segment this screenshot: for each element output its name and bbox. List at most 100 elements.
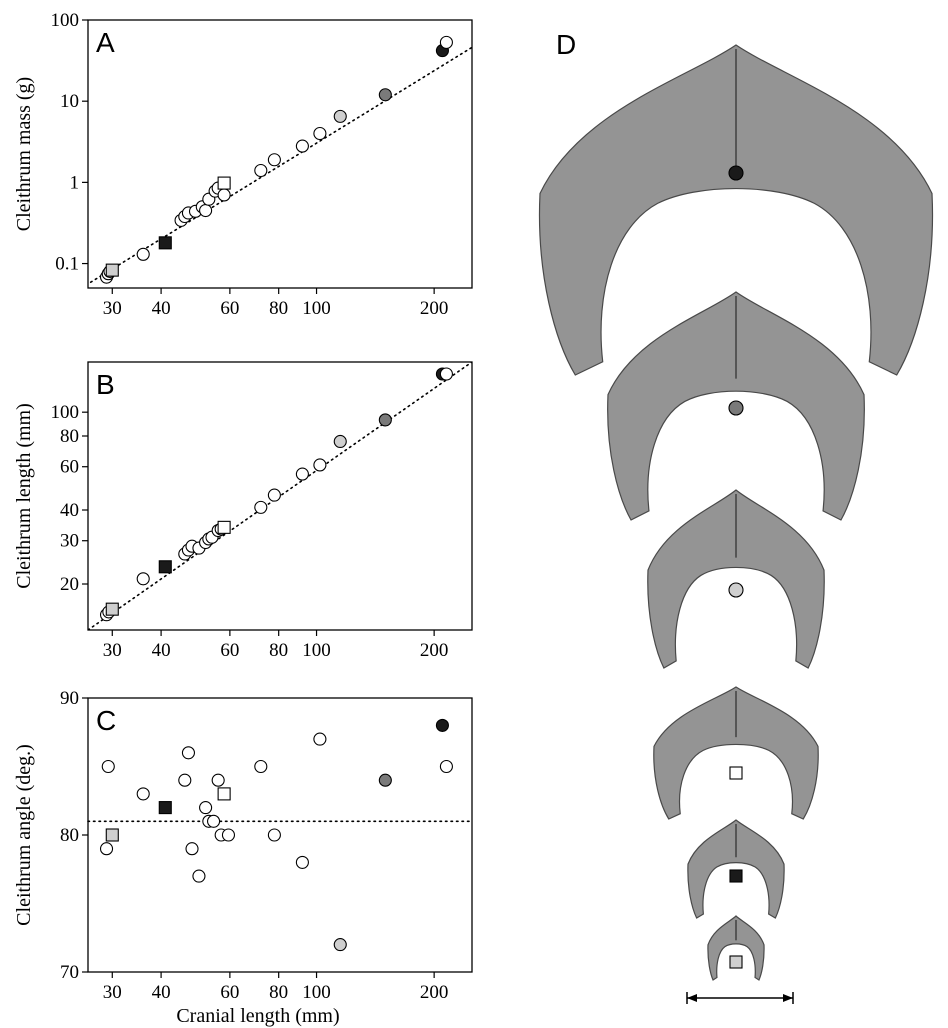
specimen-marker-circle xyxy=(728,165,744,181)
y-tick-label: 60 xyxy=(60,457,79,478)
plot-frame xyxy=(87,19,473,289)
x-tick-label: 200 xyxy=(420,640,449,661)
x-tick-label: 40 xyxy=(152,982,171,1003)
data-point-square xyxy=(217,176,231,190)
scale-bar-arrow xyxy=(687,994,697,1002)
y-axis-title: Cleithrum mass (g) xyxy=(13,77,35,231)
cleithrum-image xyxy=(607,291,865,521)
data-point-circle xyxy=(333,938,347,952)
data-point-circle xyxy=(333,434,347,449)
y-tick-label: 40 xyxy=(60,500,79,521)
data-point-circle xyxy=(199,203,213,218)
data-point-circle xyxy=(378,413,392,427)
data-point-circle xyxy=(439,759,453,774)
x-tick-label: 30 xyxy=(103,982,122,1003)
data-point-circle xyxy=(295,855,309,869)
data-point-circle xyxy=(207,814,221,828)
panel-a: A 30 40 60 80 100 200 0.1 1 10 100 Cleithrum mass (… xyxy=(13,10,473,319)
data-point-circle xyxy=(254,163,268,178)
data-point-circle xyxy=(313,126,327,141)
data-point-circle xyxy=(199,801,213,815)
x-tick-label: 40 xyxy=(152,298,171,319)
specimen-marker-square xyxy=(729,955,743,969)
y-axis-title: Cleithrum length (mm) xyxy=(13,403,35,589)
data-point-circle xyxy=(378,773,392,787)
x-tick-label: 100 xyxy=(302,640,331,661)
x-tick-label: 200 xyxy=(420,982,449,1003)
x-tick-label: 30 xyxy=(103,298,122,319)
regression-line xyxy=(88,362,472,630)
data-point-square xyxy=(105,828,119,842)
panel-letter: A xyxy=(96,27,115,58)
data-point-circle xyxy=(439,35,453,49)
y-tick-label: 70 xyxy=(60,962,79,983)
data-point-circle xyxy=(254,759,268,774)
cleithrum-image xyxy=(653,686,819,820)
data-point-circle xyxy=(136,787,150,801)
data-point-circle xyxy=(333,109,347,123)
data-point-square xyxy=(158,801,172,815)
x-tick-label: 100 xyxy=(302,982,331,1003)
y-tick-label: 80 xyxy=(60,426,79,447)
data-point-circle xyxy=(181,746,195,760)
plot-frame xyxy=(87,361,473,631)
y-tick-label: 20 xyxy=(60,574,79,595)
x-tick-label: 40 xyxy=(152,640,171,661)
data-point-circle xyxy=(99,842,114,856)
data-point-square xyxy=(158,560,172,574)
data-point-square xyxy=(105,602,119,616)
data-point-circle xyxy=(211,773,225,787)
panel-letter-d: D xyxy=(556,29,576,60)
x-tick-label: 80 xyxy=(269,640,288,661)
y-tick-label: 0.1 xyxy=(55,254,79,275)
x-tick-label: 80 xyxy=(269,298,288,319)
data-point-circle xyxy=(313,458,327,472)
y-tick-label: 30 xyxy=(60,531,79,552)
x-tick-label: 30 xyxy=(103,640,122,661)
data-point-circle xyxy=(267,488,281,502)
cleithrum-image xyxy=(647,489,825,669)
scale-bar-arrow xyxy=(783,994,793,1002)
specimen-marker-circle xyxy=(728,400,744,416)
data-point-circle xyxy=(267,153,281,167)
data-point-circle xyxy=(136,572,150,586)
y-tick-label: 100 xyxy=(51,10,80,31)
data-point-circle xyxy=(101,759,115,774)
panel-letter: B xyxy=(96,369,115,400)
data-point-square xyxy=(158,236,172,250)
panel-b: B 30 40 60 80 100 200 20 30 40 60 80 100 Cleithrum le… xyxy=(13,361,473,661)
x-axis-title: Cranial length (mm) xyxy=(176,1005,339,1027)
data-point-circle xyxy=(217,188,231,202)
y-tick-label: 10 xyxy=(60,91,79,112)
x-tick-label: 60 xyxy=(220,298,239,319)
cleithrum-image xyxy=(707,915,765,981)
data-point-circle xyxy=(254,500,268,514)
panel-c: C 30 40 60 80 100 200 70 80 90 Cleithrum angle (de… xyxy=(13,688,473,1003)
x-tick-label: 60 xyxy=(220,640,239,661)
y-tick-label: 90 xyxy=(60,688,79,709)
y-tick-label: 100 xyxy=(51,402,80,423)
data-point-circle xyxy=(221,828,236,842)
specimen-marker-square xyxy=(729,766,743,780)
regression-line xyxy=(88,46,472,285)
data-point-square xyxy=(217,520,231,534)
y-axis-title: Cleithrum angle (deg.) xyxy=(13,744,35,926)
x-tick-label: 200 xyxy=(420,298,449,319)
specimen-marker-square xyxy=(729,869,743,883)
panel-letter: C xyxy=(96,705,116,736)
data-point-circle xyxy=(439,367,453,381)
data-point-circle xyxy=(295,467,309,481)
data-point-circle xyxy=(313,732,327,746)
data-point-circle xyxy=(267,828,281,842)
specimen-marker-circle xyxy=(728,582,744,598)
data-point-square xyxy=(217,787,231,801)
panel-d-cleithra-photos xyxy=(538,44,934,1004)
y-tick-label: 80 xyxy=(60,825,79,846)
cleithrum-image xyxy=(538,44,934,376)
y-tick-label: 1 xyxy=(70,172,80,193)
data-point-circle xyxy=(295,139,309,153)
data-point-circle xyxy=(178,773,192,787)
data-point-circle xyxy=(136,247,150,261)
data-point-circle xyxy=(185,842,199,856)
